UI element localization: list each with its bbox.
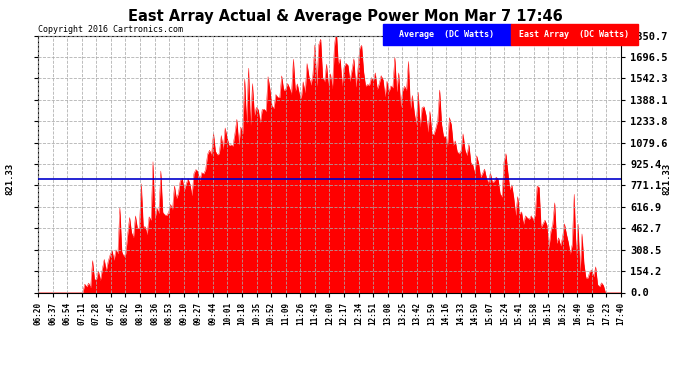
Text: East Array  (DC Watts): East Array (DC Watts) [520,30,629,39]
Text: Average  (DC Watts): Average (DC Watts) [400,30,494,39]
Text: 821.33: 821.33 [662,162,671,195]
Text: Copyright 2016 Cartronics.com: Copyright 2016 Cartronics.com [38,25,183,34]
Text: East Array Actual & Average Power Mon Mar 7 17:46: East Array Actual & Average Power Mon Ma… [128,9,562,24]
Text: 821.33: 821.33 [6,162,14,195]
